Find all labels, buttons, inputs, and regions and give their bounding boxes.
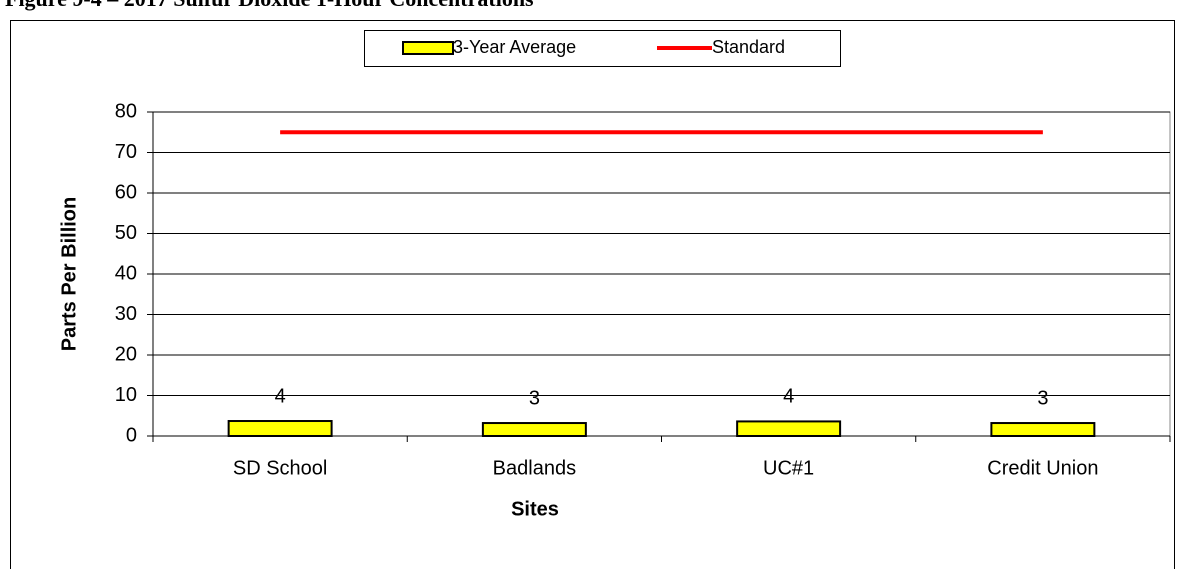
data-label: 3 [1037, 387, 1048, 409]
chart-border [10, 20, 1175, 569]
y-tick-label: 60 [115, 181, 137, 203]
bar [481, 422, 587, 438]
legend-label: 3-Year Average [453, 37, 576, 57]
x-axis-label: Sites [511, 498, 559, 520]
bar [990, 422, 1096, 438]
y-tick-label: 30 [115, 303, 137, 325]
data-label: 3 [529, 387, 540, 409]
data-label: 4 [783, 386, 794, 408]
y-tick-label: 50 [115, 222, 137, 244]
y-tick-label: 10 [115, 384, 137, 406]
y-tick-label: 80 [115, 100, 137, 122]
y-tick-label: 40 [115, 262, 137, 284]
bar [736, 420, 842, 438]
y-tick-label: 0 [126, 424, 137, 446]
x-tick-label: UC#1 [763, 457, 814, 479]
chart-title: Figure 9-4 – 2017 Sulfur Dioxide 1-Hour … [5, 0, 534, 11]
x-tick-label: Badlands [493, 457, 576, 479]
y-tick-label: 70 [115, 141, 137, 163]
y-tick-label: 20 [115, 343, 137, 365]
legend-label: Standard [712, 37, 785, 57]
bar [227, 420, 333, 438]
data-label: 4 [275, 385, 286, 407]
legend-swatch [402, 41, 454, 55]
x-tick-label: Credit Union [987, 457, 1098, 479]
x-tick-label: SD School [233, 457, 328, 479]
y-axis-label: Parts Per Billion [58, 197, 80, 352]
